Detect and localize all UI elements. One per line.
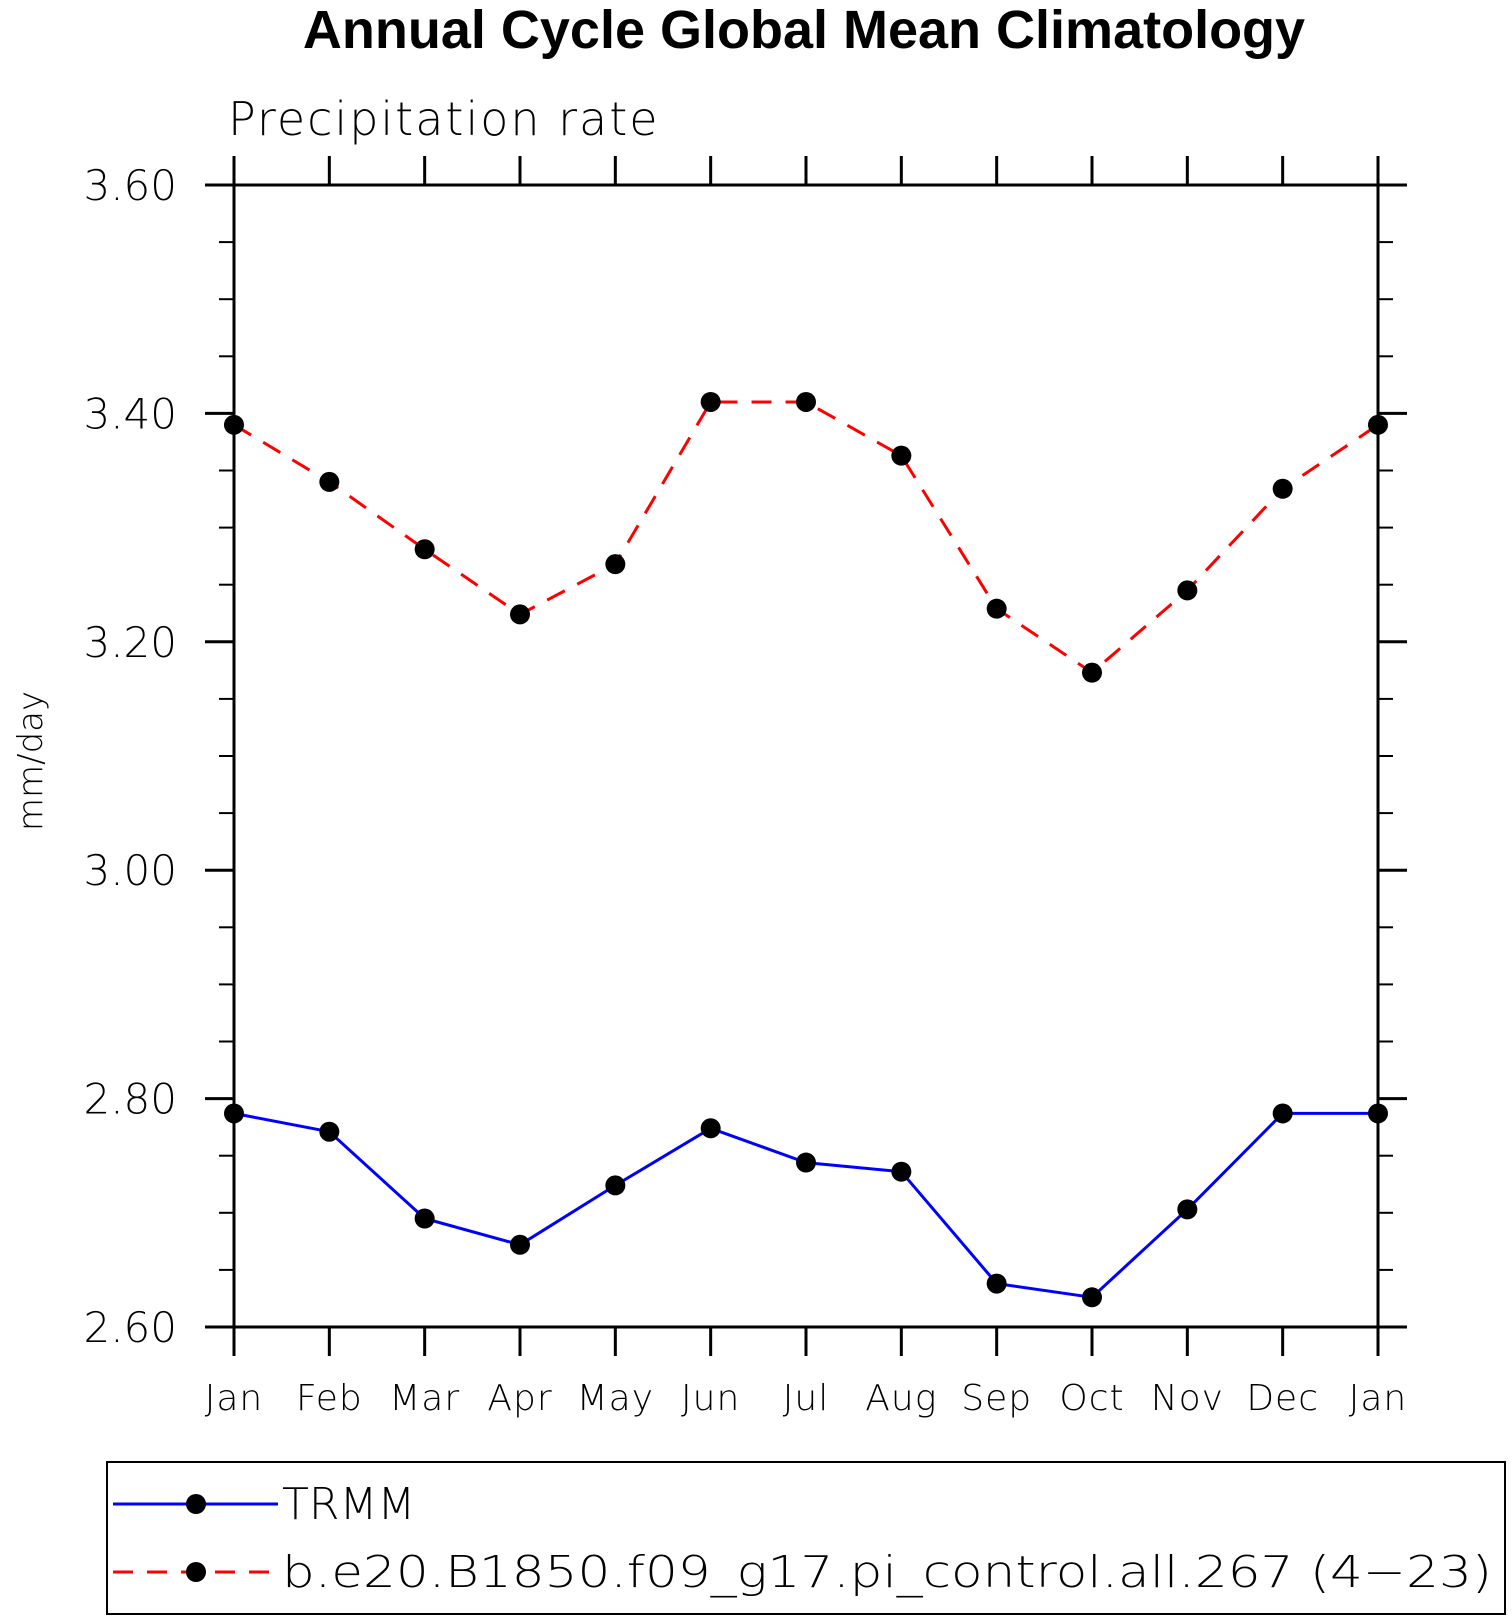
data-point-series-1 xyxy=(700,391,721,412)
data-point-series-0 xyxy=(414,1208,435,1229)
y-tick-label: 3.20 xyxy=(83,618,177,667)
x-tick-label: Jul xyxy=(783,1378,829,1419)
legend-marker-trmm xyxy=(186,1494,206,1514)
x-tick-label: Apr xyxy=(487,1378,552,1419)
y-tick-label: 3.60 xyxy=(83,161,177,210)
legend-marker-model xyxy=(186,1562,206,1582)
x-tick-label: Feb xyxy=(296,1378,363,1419)
legend-box xyxy=(106,1461,1506,1615)
data-point-series-1 xyxy=(605,554,626,575)
data-point-series-0 xyxy=(700,1118,721,1139)
x-tick-label: May xyxy=(577,1378,654,1419)
x-tick-label: Nov xyxy=(1151,1378,1224,1419)
series-line-0 xyxy=(233,1111,1378,1299)
plot-frame xyxy=(232,183,1380,1329)
data-point-series-1 xyxy=(1368,414,1388,435)
data-point-series-0 xyxy=(605,1175,626,1196)
data-point-series-0 xyxy=(1177,1199,1198,1220)
data-point-series-1 xyxy=(1177,580,1198,601)
data-point-series-1 xyxy=(319,471,340,492)
axis-ticks: Jan Feb Mar Apr May Jun Jul Aug Sep Oct Nov Dec Jan 2… xyxy=(83,156,1407,1419)
x-tick-label: Mar xyxy=(389,1378,460,1419)
y-axis-label: mm/day xyxy=(11,691,51,831)
data-point-series-0 xyxy=(891,1161,912,1182)
data-point-series-0 xyxy=(1272,1103,1293,1124)
data-point-series-0 xyxy=(510,1234,530,1255)
data-point-series-1 xyxy=(891,445,912,466)
data-point-series-1 xyxy=(986,598,1007,619)
data-point-series-1 xyxy=(510,604,530,625)
data-point-series-1 xyxy=(224,414,244,435)
data-point-series-1 xyxy=(1272,478,1293,499)
y-tick-label: 2.60 xyxy=(83,1303,177,1352)
x-tick-label: Dec xyxy=(1246,1378,1319,1419)
y-tick-label: 3.00 xyxy=(83,846,177,895)
data-point-series-0 xyxy=(986,1273,1007,1294)
chart-title: Annual Cycle Global Mean Climatology xyxy=(303,0,1305,60)
y-tick-label: 3.40 xyxy=(83,389,177,438)
data-point-series-1 xyxy=(414,539,435,560)
x-tick-label: Jan xyxy=(205,1378,264,1419)
series-line-1 xyxy=(233,400,1379,675)
x-tick-label: Jan xyxy=(1349,1378,1408,1419)
x-tick-label: Sep xyxy=(961,1378,1032,1419)
series-layer xyxy=(224,391,1388,1308)
data-point-series-1 xyxy=(1082,662,1102,683)
data-point-series-1 xyxy=(796,391,816,412)
chart-subtitle: Precipitation rate xyxy=(228,92,660,146)
legend-label-trmm: TRMM xyxy=(282,1479,415,1530)
x-tick-label: Aug xyxy=(865,1378,937,1419)
y-tick-label: 2.80 xyxy=(83,1075,177,1124)
data-point-series-0 xyxy=(319,1121,340,1142)
x-tick-label: Oct xyxy=(1059,1378,1124,1419)
data-point-series-0 xyxy=(796,1152,816,1173)
legend-label-model: b.e20.B1850.f09_g17.pi_control.all.267 (… xyxy=(282,1547,1492,1598)
data-point-series-0 xyxy=(224,1103,244,1124)
x-tick-label: Jun xyxy=(681,1378,740,1419)
data-point-series-0 xyxy=(1368,1103,1388,1124)
legend: TRMM b.e20.B1850.f09_g17.pi_control.all.… xyxy=(106,1461,1506,1615)
data-point-series-0 xyxy=(1082,1287,1102,1308)
